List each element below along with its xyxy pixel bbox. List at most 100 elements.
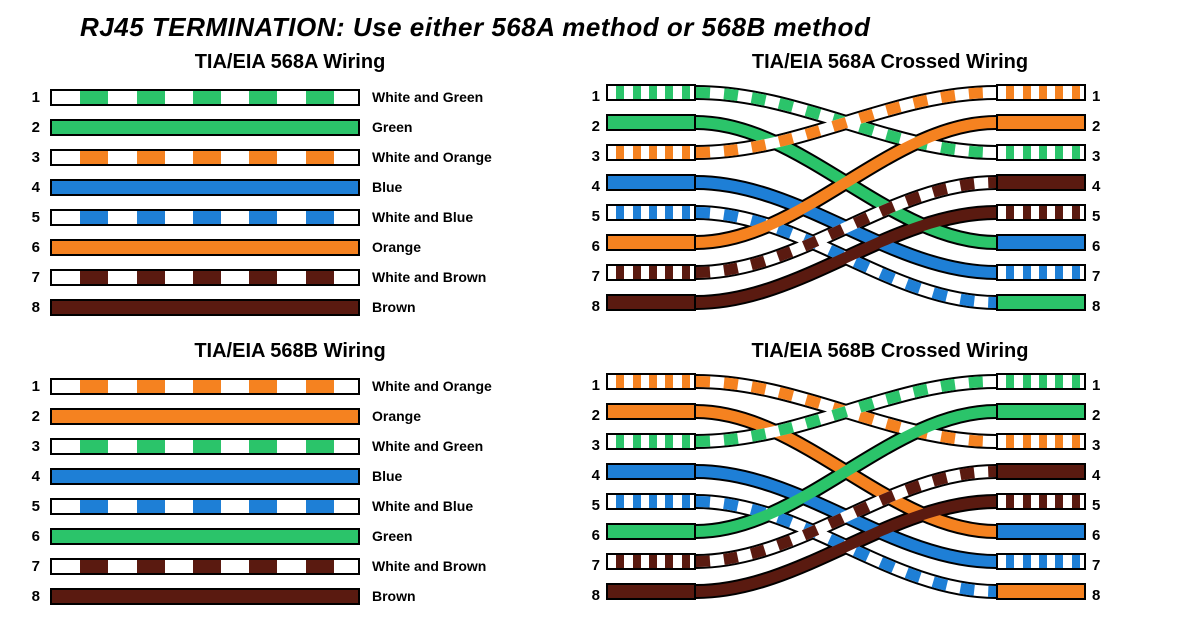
- connector-bar: [996, 114, 1086, 131]
- connector-bar: [606, 264, 696, 281]
- wire-row: 6 Green: [20, 523, 560, 549]
- pin-number: 6: [1092, 523, 1112, 549]
- wire-list-b: 1White and Orange 2 Orange 3 White and Green…: [20, 373, 560, 609]
- pin-number: 8: [1092, 294, 1112, 320]
- pin-number: 6: [1092, 234, 1112, 260]
- wire-label: Green: [372, 119, 412, 135]
- wire-label: White and Brown: [372, 269, 486, 285]
- wire-label: White and Brown: [372, 558, 486, 574]
- wire-row: 4Blue: [20, 174, 560, 200]
- wire-bar: [50, 89, 360, 106]
- wire-label: White and Orange: [372, 149, 492, 165]
- wire-bar: [50, 438, 360, 455]
- wire-bar: [50, 239, 360, 256]
- connector-bar: [996, 84, 1086, 101]
- wire-bar: [50, 408, 360, 425]
- connector-bar: [606, 523, 696, 540]
- panel-title: TIA/EIA 568A Wiring: [20, 51, 560, 74]
- pin-number: 2: [20, 119, 40, 136]
- connector-bar: [996, 463, 1086, 480]
- wire-bar: [50, 468, 360, 485]
- connector-bar: [996, 234, 1086, 251]
- connector-bar: [606, 174, 696, 191]
- connector-bar: [606, 234, 696, 251]
- pin-number: 4: [20, 179, 40, 196]
- pin-number: 2: [20, 408, 40, 425]
- wire-label: Orange: [372, 408, 421, 424]
- connector-bar: [606, 204, 696, 221]
- pin-number: 7: [580, 553, 600, 579]
- wire-row: 6 Orange: [20, 234, 560, 260]
- wire-label: White and Blue: [372, 498, 473, 514]
- pin-number: 4: [20, 468, 40, 485]
- pin-number: 4: [1092, 463, 1112, 489]
- connector-bar: [996, 523, 1086, 540]
- connector-bar: [996, 433, 1086, 450]
- wire-bar: [50, 558, 360, 575]
- pin-number: 7: [1092, 264, 1112, 290]
- connector-bar: [996, 493, 1086, 510]
- wire-row: 2 Green: [20, 114, 560, 140]
- pin-number: 3: [580, 144, 600, 170]
- connector-bar: [996, 264, 1086, 281]
- pin-number: 6: [20, 239, 40, 256]
- wire-bar: [50, 498, 360, 515]
- pin-number: 6: [580, 234, 600, 260]
- wire-row: 3 White and Green: [20, 433, 560, 459]
- pin-number: 5: [1092, 493, 1112, 519]
- wire-row: 1White and Green: [20, 84, 560, 110]
- diagram-grid: TIA/EIA 568A Wiring 1White and Green2Gre…: [0, 51, 1200, 613]
- pin-number: 3: [20, 149, 40, 166]
- pin-number: 1: [1092, 373, 1112, 399]
- pin-number: 3: [1092, 144, 1112, 170]
- wire-row: 1White and Orange: [20, 373, 560, 399]
- pin-number: 8: [20, 299, 40, 316]
- wire-row: 5White and Blue: [20, 204, 560, 230]
- connector-bar: [606, 403, 696, 420]
- connector-bar: [996, 373, 1086, 390]
- wire-label: Blue: [372, 468, 402, 484]
- connector-bar: [606, 433, 696, 450]
- wire-label: White and Green: [372, 89, 483, 105]
- connector-bar: [996, 553, 1086, 570]
- wire-row: 5 White and Blue: [20, 493, 560, 519]
- connector-bar: [606, 583, 696, 600]
- wire-label: White and Green: [372, 438, 483, 454]
- panel-title: TIA/EIA 568B Crossed Wiring: [580, 340, 1200, 363]
- wire-row: 7White and Brown: [20, 553, 560, 579]
- pin-number: 4: [1092, 174, 1112, 200]
- wire-label: Orange: [372, 239, 421, 255]
- pin-number: 5: [20, 209, 40, 226]
- panel-568a-straight: TIA/EIA 568A Wiring 1White and Green 2 Gre…: [20, 51, 560, 324]
- connector-bar: [606, 114, 696, 131]
- pin-number: 6: [580, 523, 600, 549]
- wire-label: Brown: [372, 588, 416, 604]
- wire-row: 8 Brown: [20, 294, 560, 320]
- pin-number: 5: [20, 498, 40, 515]
- pin-number: 4: [580, 174, 600, 200]
- crossover-svg: [696, 373, 996, 613]
- wire-bar: [50, 299, 360, 316]
- pin-number: 1: [20, 378, 40, 395]
- cross-diagram-a: 1234567812345678: [580, 84, 1200, 324]
- connector-bar: [606, 84, 696, 101]
- connector-bar: [606, 493, 696, 510]
- pin-number: 8: [580, 294, 600, 320]
- page-title: RJ45 TERMINATION: Use either 568A method…: [0, 0, 1200, 51]
- pin-number: 3: [1092, 433, 1112, 459]
- wire-bar: [50, 119, 360, 136]
- wire-label: Brown: [372, 299, 416, 315]
- wire-row: 4 Blue: [20, 463, 560, 489]
- panel-title: TIA/EIA 568A Crossed Wiring: [580, 51, 1200, 74]
- wire-row: 2 Orange: [20, 403, 560, 429]
- wire-bar: [50, 588, 360, 605]
- wire-bar: [50, 528, 360, 545]
- pin-number: 7: [580, 264, 600, 290]
- connector-bar: [606, 463, 696, 480]
- pin-number: 3: [20, 438, 40, 455]
- pin-number: 6: [20, 528, 40, 545]
- pin-number: 5: [580, 204, 600, 230]
- wire-row: 7White and Brown: [20, 264, 560, 290]
- wire-label: Green: [372, 528, 412, 544]
- pin-number: 2: [1092, 114, 1112, 140]
